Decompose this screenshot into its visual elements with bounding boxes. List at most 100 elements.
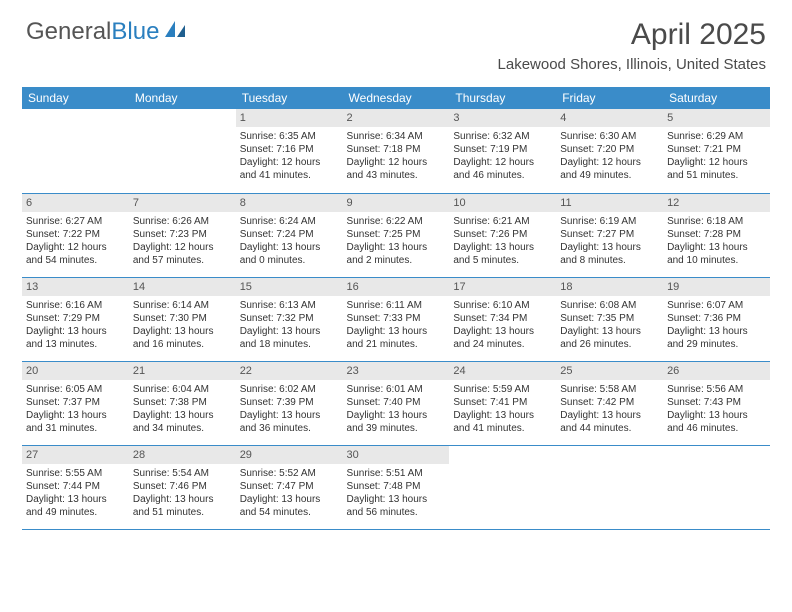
daylight-text: Daylight: 13 hours and 24 minutes. [453,325,552,351]
day-details: Sunrise: 6:11 AMSunset: 7:33 PMDaylight:… [347,299,446,351]
day-number: 20 [22,362,129,380]
day-details: Sunrise: 5:54 AMSunset: 7:46 PMDaylight:… [133,467,232,519]
calendar-day-cell: 23Sunrise: 6:01 AMSunset: 7:40 PMDayligh… [343,361,450,445]
sunset-text: Sunset: 7:29 PM [26,312,125,325]
calendar-week-row: 27 Sunrise: 5:55 AMSunset: 7:44 PMDayligh… [22,445,770,529]
logo-sail-icon [163,18,189,46]
calendar-week-row: 13Sunrise: 6:16 AMSunset: 7:29 PMDayligh… [22,277,770,361]
day-number: 7 [129,194,236,212]
sunrise-text: Sunrise: 5:58 AM [560,383,659,396]
daylight-text: Daylight: 13 hours and 46 minutes. [667,409,766,435]
day-number: 30 [343,446,450,464]
sunset-text: Sunset: 7:35 PM [560,312,659,325]
sunset-text: Sunset: 7:37 PM [26,396,125,409]
day-details: Sunrise: 6:07 AMSunset: 7:36 PMDaylight:… [667,299,766,351]
sunrise-text: Sunrise: 6:26 AM [133,215,232,228]
sunset-text: Sunset: 7:34 PM [453,312,552,325]
day-number [129,109,236,127]
calendar-day-cell: 15Sunrise: 6:13 AMSunset: 7:32 PMDayligh… [236,277,343,361]
day-number: 10 [449,194,556,212]
calendar-week-row: 1Sunrise: 6:35 AMSunset: 7:16 PMDaylight… [22,109,770,193]
day-details: Sunrise: 5:52 AMSunset: 7:47 PMDaylight:… [240,467,339,519]
day-details: Sunrise: 6:35 AMSunset: 7:16 PMDaylight:… [240,130,339,182]
daylight-text: Daylight: 13 hours and 54 minutes. [240,493,339,519]
calendar-day-cell: 12Sunrise: 6:18 AMSunset: 7:28 PMDayligh… [663,193,770,277]
logo-text-blue: Blue [111,18,159,46]
sunrise-text: Sunrise: 6:07 AM [667,299,766,312]
calendar-day-cell: 18Sunrise: 6:08 AMSunset: 7:35 PMDayligh… [556,277,663,361]
sunset-text: Sunset: 7:16 PM [240,143,339,156]
day-details: Sunrise: 6:14 AMSunset: 7:30 PMDaylight:… [133,299,232,351]
sunrise-text: Sunrise: 6:19 AM [560,215,659,228]
weekday-header: Saturday [663,87,770,109]
day-number: 27 [22,446,129,464]
day-number: 14 [129,278,236,296]
day-details: Sunrise: 6:02 AMSunset: 7:39 PMDaylight:… [240,383,339,435]
daylight-text: Daylight: 13 hours and 36 minutes. [240,409,339,435]
day-number: 28 [129,446,236,464]
daylight-text: Daylight: 12 hours and 54 minutes. [26,241,125,267]
daylight-text: Daylight: 13 hours and 18 minutes. [240,325,339,351]
day-number: 16 [343,278,450,296]
calendar-day-cell: 7 Sunrise: 6:26 AMSunset: 7:23 PMDaylight… [129,193,236,277]
sunrise-text: Sunrise: 6:13 AM [240,299,339,312]
day-details: Sunrise: 5:51 AMSunset: 7:48 PMDaylight:… [347,467,446,519]
calendar-day-cell: 5Sunrise: 6:29 AMSunset: 7:21 PMDaylight… [663,109,770,193]
calendar-body: 1Sunrise: 6:35 AMSunset: 7:16 PMDaylight… [22,109,770,529]
weekday-header: Sunday [22,87,129,109]
calendar-day-cell: 6Sunrise: 6:27 AMSunset: 7:22 PMDaylight… [22,193,129,277]
calendar-day-cell: 21Sunrise: 6:04 AMSunset: 7:38 PMDayligh… [129,361,236,445]
calendar-day-cell: 8Sunrise: 6:24 AMSunset: 7:24 PMDaylight… [236,193,343,277]
sunrise-text: Sunrise: 6:01 AM [347,383,446,396]
day-details: Sunrise: 6:13 AMSunset: 7:32 PMDaylight:… [240,299,339,351]
daylight-text: Daylight: 12 hours and 49 minutes. [560,156,659,182]
calendar-day-cell: 25Sunrise: 5:58 AMSunset: 7:42 PMDayligh… [556,361,663,445]
daylight-text: Daylight: 12 hours and 57 minutes. [133,241,232,267]
day-number: 17 [449,278,556,296]
location: Lakewood Shores, Illinois, United States [498,56,766,73]
day-number: 12 [663,194,770,212]
day-number: 13 [22,278,129,296]
calendar-day-cell: 4Sunrise: 6:30 AMSunset: 7:20 PMDaylight… [556,109,663,193]
sunset-text: Sunset: 7:23 PM [133,228,232,241]
daylight-text: Daylight: 13 hours and 21 minutes. [347,325,446,351]
day-details: Sunrise: 6:24 AMSunset: 7:24 PMDaylight:… [240,215,339,267]
sunset-text: Sunset: 7:27 PM [560,228,659,241]
logo-text-gray: General [26,18,111,46]
calendar-day-cell: 22Sunrise: 6:02 AMSunset: 7:39 PMDayligh… [236,361,343,445]
calendar-week-row: 20Sunrise: 6:05 AMSunset: 7:37 PMDayligh… [22,361,770,445]
sunset-text: Sunset: 7:21 PM [667,143,766,156]
calendar-day-cell: 1Sunrise: 6:35 AMSunset: 7:16 PMDaylight… [236,109,343,193]
sunset-text: Sunset: 7:19 PM [453,143,552,156]
day-number: 2 [343,109,450,127]
day-details: Sunrise: 5:55 AMSunset: 7:44 PMDaylight:… [26,467,125,519]
day-number [663,446,770,464]
sunrise-text: Sunrise: 6:11 AM [347,299,446,312]
day-details: Sunrise: 6:29 AMSunset: 7:21 PMDaylight:… [667,130,766,182]
title-block: April 2025 Lakewood Shores, Illinois, Un… [498,18,766,73]
sunset-text: Sunset: 7:43 PM [667,396,766,409]
calendar-day-cell [129,109,236,193]
sunset-text: Sunset: 7:22 PM [26,228,125,241]
daylight-text: Daylight: 12 hours and 51 minutes. [667,156,766,182]
day-number: 26 [663,362,770,380]
sunset-text: Sunset: 7:42 PM [560,396,659,409]
day-details: Sunrise: 6:19 AMSunset: 7:27 PMDaylight:… [560,215,659,267]
day-number: 19 [663,278,770,296]
calendar-day-cell: 16 Sunrise: 6:11 AMSunset: 7:33 PMDayligh… [343,277,450,361]
calendar-day-cell: 13Sunrise: 6:16 AMSunset: 7:29 PMDayligh… [22,277,129,361]
sunrise-text: Sunrise: 5:59 AM [453,383,552,396]
sunrise-text: Sunrise: 5:51 AM [347,467,446,480]
daylight-text: Daylight: 13 hours and 5 minutes. [453,241,552,267]
sunrise-text: Sunrise: 6:24 AM [240,215,339,228]
sunrise-text: Sunrise: 6:35 AM [240,130,339,143]
sunset-text: Sunset: 7:39 PM [240,396,339,409]
calendar-day-cell [663,445,770,529]
calendar-day-cell: 26Sunrise: 5:56 AMSunset: 7:43 PMDayligh… [663,361,770,445]
calendar-week-row: 6Sunrise: 6:27 AMSunset: 7:22 PMDaylight… [22,193,770,277]
sunset-text: Sunset: 7:25 PM [347,228,446,241]
day-number: 6 [22,194,129,212]
weekday-header: Monday [129,87,236,109]
calendar-day-cell: 14 Sunrise: 6:14 AMSunset: 7:30 PMDayligh… [129,277,236,361]
daylight-text: Daylight: 12 hours and 43 minutes. [347,156,446,182]
